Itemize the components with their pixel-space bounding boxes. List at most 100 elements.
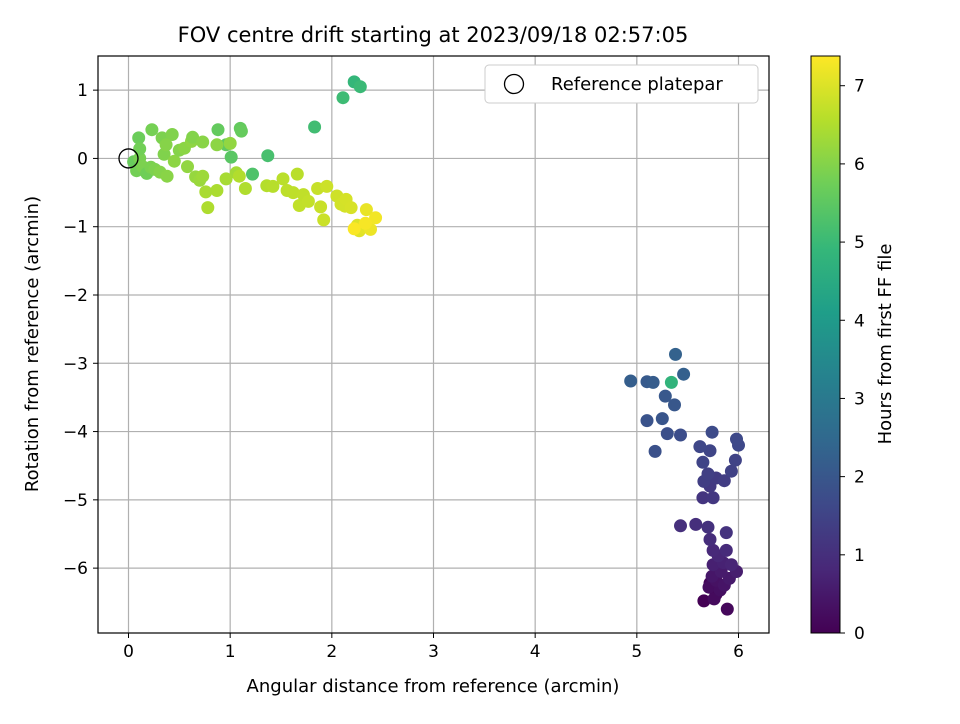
colorbar-tick-label: 7 xyxy=(854,77,865,97)
data-point xyxy=(640,414,654,428)
data-points xyxy=(127,75,745,616)
data-point xyxy=(674,428,687,442)
x-tick-label: 6 xyxy=(733,642,744,662)
data-point xyxy=(336,91,350,105)
data-point xyxy=(160,169,174,183)
colorbar-tick-label: 6 xyxy=(854,155,865,175)
data-point xyxy=(165,128,179,141)
data-point xyxy=(234,124,248,138)
chart-title: FOV centre drift starting at 2023/09/18 … xyxy=(178,23,689,47)
data-point xyxy=(286,186,300,200)
data-point xyxy=(677,367,691,381)
data-point xyxy=(705,425,719,439)
data-point xyxy=(717,474,731,488)
data-point xyxy=(369,211,383,225)
data-point xyxy=(720,602,734,616)
data-point xyxy=(211,123,225,137)
data-point xyxy=(660,427,674,441)
data-point xyxy=(133,142,147,156)
data-point xyxy=(317,213,331,227)
colorbar: 0 1 2 3 4 5 6 7 Hours from first FF file xyxy=(810,55,896,644)
data-point xyxy=(238,182,252,195)
colorbar-gradient xyxy=(810,55,841,634)
data-point xyxy=(145,123,159,137)
reference-point xyxy=(118,148,139,169)
data-point xyxy=(706,543,720,557)
data-point xyxy=(669,347,682,361)
data-point xyxy=(232,169,246,183)
colorbar-label: Hours from first FF file xyxy=(875,244,896,445)
y-axis-label: Rotation from reference (arcmin) xyxy=(22,196,43,492)
legend-reference-marker xyxy=(503,73,525,95)
data-point xyxy=(344,201,358,215)
legend: Reference platepar xyxy=(484,64,759,104)
data-point xyxy=(186,130,200,144)
data-point xyxy=(358,216,372,230)
data-point xyxy=(290,167,304,181)
data-point xyxy=(181,160,194,174)
data-point xyxy=(664,375,678,389)
data-point xyxy=(668,398,681,412)
data-point xyxy=(719,526,733,540)
data-point xyxy=(132,131,146,145)
colorbar-tick-label: 0 xyxy=(854,624,865,644)
y-axis-ticks: 1 0 −1 −2 −3 −4 −5 −6 xyxy=(63,81,98,579)
data-point xyxy=(730,432,743,446)
data-point xyxy=(196,135,210,149)
data-point xyxy=(648,444,662,458)
x-tick-label: 5 xyxy=(631,642,642,662)
data-point xyxy=(706,491,720,505)
y-tick-label: 1 xyxy=(77,81,88,101)
data-point xyxy=(703,444,717,458)
data-point xyxy=(219,172,233,186)
y-tick-label: −2 xyxy=(63,286,88,306)
data-point xyxy=(724,464,738,478)
x-axis-ticks: 0 1 2 3 4 5 6 xyxy=(123,633,744,662)
data-point xyxy=(276,172,290,186)
x-tick-label: 4 xyxy=(530,642,541,662)
data-point xyxy=(210,184,224,197)
colorbar-ticks: 0 1 2 3 4 5 6 7 xyxy=(840,77,865,644)
x-tick-label: 3 xyxy=(428,642,439,662)
data-point xyxy=(159,138,173,152)
legend-entry-reference: Reference platepar xyxy=(551,74,723,95)
colorbar-tick-label: 1 xyxy=(854,546,865,566)
data-point xyxy=(199,185,213,199)
y-tick-label: −6 xyxy=(63,559,88,579)
x-tick-label: 1 xyxy=(225,642,236,662)
colorbar-tick-label: 4 xyxy=(854,311,865,331)
data-point xyxy=(624,374,638,388)
y-tick-label: −1 xyxy=(63,218,88,238)
data-point xyxy=(196,169,210,183)
y-tick-label: −4 xyxy=(63,423,88,443)
data-point xyxy=(246,167,259,181)
data-point xyxy=(167,154,181,168)
data-point xyxy=(674,519,687,533)
data-point xyxy=(266,179,280,193)
data-point xyxy=(701,520,715,534)
data-point xyxy=(696,491,710,505)
y-tick-label: −5 xyxy=(63,491,88,511)
data-point xyxy=(201,201,215,215)
data-point xyxy=(353,80,367,94)
data-point xyxy=(655,412,669,426)
data-point xyxy=(347,222,361,236)
colorbar-tick-label: 5 xyxy=(854,233,865,253)
data-point xyxy=(646,375,660,389)
legend-box xyxy=(484,64,759,104)
data-point xyxy=(693,440,707,454)
data-point xyxy=(701,467,715,481)
data-point xyxy=(224,150,238,164)
data-point xyxy=(696,455,710,469)
data-point xyxy=(320,179,334,193)
x-axis-label: Angular distance from reference (arcmin) xyxy=(247,676,620,697)
x-tick-label: 0 xyxy=(123,642,134,662)
colorbar-tick-label: 3 xyxy=(854,389,865,409)
data-point xyxy=(703,533,717,546)
data-point xyxy=(210,138,224,152)
data-point xyxy=(359,203,373,217)
grid-lines xyxy=(98,56,769,633)
data-point xyxy=(261,149,275,163)
data-point xyxy=(301,194,315,208)
